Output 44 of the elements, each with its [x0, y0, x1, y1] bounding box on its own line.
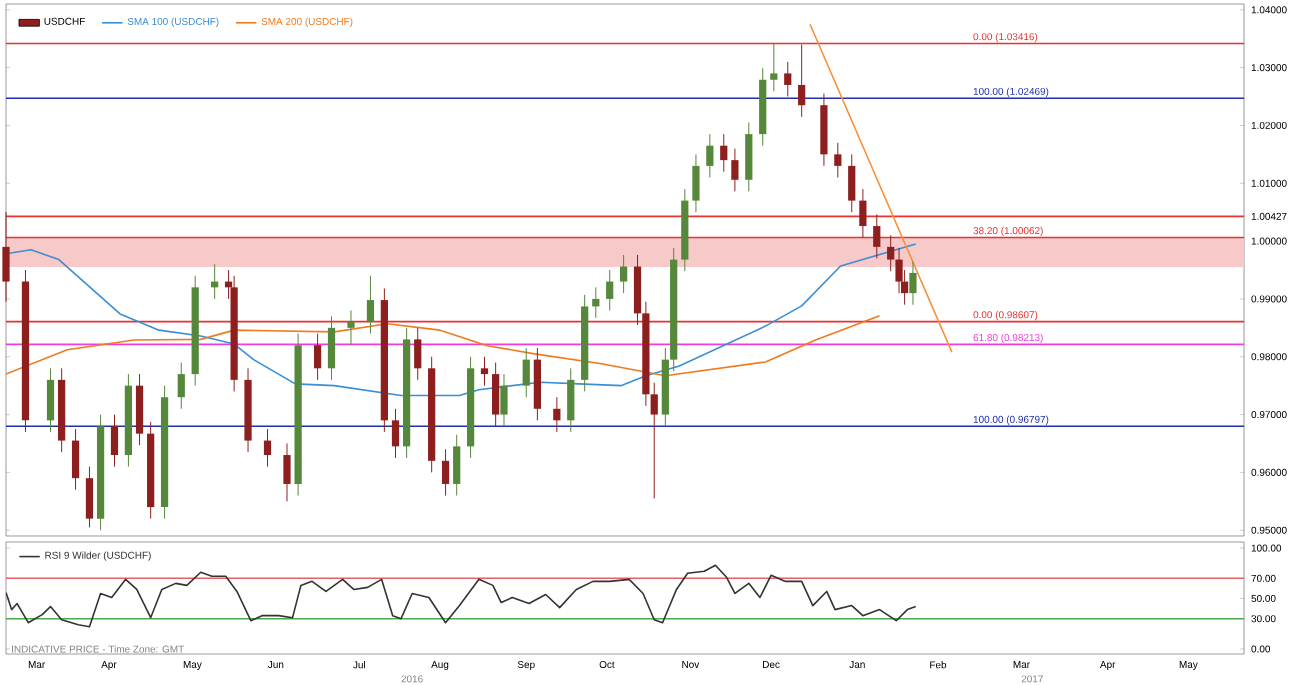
- candlestick: [553, 396, 561, 433]
- candlestick: [110, 414, 119, 468]
- candlestick: [177, 362, 185, 410]
- candlestick: [650, 382, 658, 499]
- line-series: [6, 564, 917, 628]
- candlestick: [834, 142, 842, 178]
- candlestick: [745, 122, 753, 192]
- candlestick: [592, 286, 600, 319]
- candlestick: [313, 333, 322, 381]
- candlestick: [706, 133, 714, 178]
- candlestick: [606, 269, 614, 311]
- candlestick: [633, 254, 642, 326]
- candlestick: [887, 234, 895, 272]
- candlestick: [770, 42, 778, 92]
- candlestick: [500, 373, 508, 427]
- candlestick: [692, 153, 700, 213]
- candlestick: [2, 211, 10, 303]
- candlestick: [731, 148, 739, 192]
- candlestick: [414, 327, 422, 381]
- candlestick: [798, 43, 806, 118]
- candlestick: [453, 434, 461, 497]
- candlestick: [720, 133, 728, 173]
- candlestick: [492, 362, 500, 427]
- line-series: [6, 314, 881, 377]
- candlestick: [135, 373, 144, 446]
- candlestick: [391, 408, 400, 459]
- candlestick: [441, 448, 450, 497]
- candlestick: [366, 275, 375, 335]
- candlestick: [909, 260, 917, 306]
- candlestick: [46, 367, 55, 433]
- candlestick: [567, 367, 575, 433]
- candlestick: [85, 466, 94, 528]
- candlestick: [480, 356, 489, 387]
- candlestick: [848, 153, 856, 213]
- candlestick: [347, 309, 355, 346]
- candlestick: [263, 428, 272, 468]
- candlestick: [283, 442, 291, 502]
- candlestick: [327, 315, 336, 381]
- candlestick: [784, 61, 792, 98]
- candlestick: [873, 213, 881, 259]
- candlestick: [522, 347, 530, 398]
- candlestick: [859, 188, 867, 239]
- candlestick: [620, 254, 628, 294]
- candlestick: [71, 428, 80, 491]
